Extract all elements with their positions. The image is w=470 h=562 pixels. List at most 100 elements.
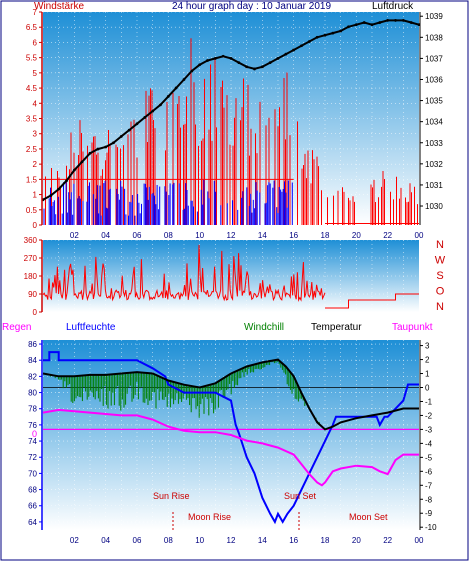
wind-speed-tick-label: 3 — [33, 130, 38, 139]
x-tick-label: 20 — [352, 231, 361, 240]
luftfeuchte-label: Luftfeuchte — [66, 322, 116, 333]
pressure-point — [80, 160, 84, 164]
humidity-tick-label: 74 — [28, 437, 37, 446]
pressure-point — [331, 31, 335, 35]
temperature-axis: 3 2 1 0 -1 -2 -3 -4 -5 -6 -7 -8 -9 -10 — [419, 340, 437, 532]
pressure-tick-label: 1035 — [425, 97, 443, 106]
wind-direction-tick-label: 270 — [24, 254, 38, 263]
x-tick-label: 22 — [383, 536, 392, 545]
sun-set-label: Sun Set — [284, 491, 317, 501]
pressure-point — [394, 19, 397, 22]
pressure-point — [401, 19, 405, 22]
pressure-point — [229, 56, 233, 60]
compass-label: N — [436, 301, 444, 313]
pressure-point — [354, 23, 358, 27]
pressure-point — [292, 48, 296, 52]
pressure-tick-label: 1031 — [425, 181, 443, 190]
regen-label: Regen — [2, 322, 31, 333]
pressure-point — [253, 67, 256, 71]
regen-zero-label: 0 — [32, 429, 37, 439]
x-tick-label: 02 — [70, 536, 79, 545]
wind-direction-series-line — [42, 244, 326, 302]
wind-direction-tick-label: 90 — [28, 290, 37, 299]
pressure-point — [198, 63, 202, 67]
humidity-tick-label: 80 — [28, 389, 37, 398]
wind-direction-tick-label: 360 — [24, 236, 38, 245]
wind-speed-tick-label: 5 — [33, 69, 38, 78]
temperature-tick-label: -2 — [425, 411, 433, 420]
pressure-point — [72, 168, 76, 172]
pressure-point — [245, 65, 249, 69]
pressure-point — [315, 35, 319, 39]
wind-speed-tick-label: 3.5 — [26, 115, 38, 124]
wind-speed-tick-label: 6.5 — [26, 23, 38, 32]
wind-speed-tick-label: 2 — [33, 160, 38, 169]
pressure-point — [213, 56, 217, 60]
temperature-tick-label: 0 — [425, 384, 430, 393]
wind-speed-tick-label: 0.5 — [26, 206, 38, 215]
wind-speed-blue-bars — [43, 179, 293, 225]
humidity-tick-label: 66 — [28, 502, 37, 511]
pressure-point — [182, 78, 186, 81]
humidity-tick-label: 72 — [28, 453, 37, 462]
x-tick-label: 18 — [321, 231, 330, 240]
temperature-tick-label: -9 — [425, 509, 433, 518]
temperature-tick-label: -1 — [425, 397, 433, 406]
temperature-tick-label: 2 — [425, 356, 430, 365]
wind-speed-tick-label: 1.5 — [26, 175, 38, 184]
dewpoint-series-line — [42, 408, 419, 487]
wind-direction-tail-line — [325, 293, 419, 309]
pressure-point — [65, 179, 68, 183]
wind-direction-line — [42, 244, 419, 309]
x-tick-label: 18 — [321, 536, 330, 545]
moon-set-label: Moon Set — [349, 512, 388, 522]
temperature-tick-label: -4 — [425, 439, 433, 448]
temperature-tick-label: -6 — [425, 467, 433, 476]
pressure-tick-label: 1038 — [425, 33, 443, 42]
pressure-point — [159, 103, 162, 107]
pressure-point — [307, 40, 311, 43]
wind-speed-tick-label: 7 — [33, 8, 38, 17]
pressure-point — [57, 187, 61, 191]
x-tick-label: 00 — [415, 536, 424, 545]
pressure-point — [88, 151, 92, 155]
pressure-tick-label: 1039 — [425, 12, 443, 21]
wind-speed-tick-label: 4 — [33, 99, 38, 108]
pressure-point — [386, 19, 390, 22]
humidity-tick-label: 82 — [28, 372, 37, 381]
humidity-tick-label: 64 — [28, 518, 37, 527]
moon-rise-label: Moon Rise — [188, 512, 231, 522]
pressure-point — [127, 128, 131, 132]
humidity-tick-label: 86 — [28, 340, 37, 349]
x-tick-label: 10 — [195, 231, 204, 240]
pressure-point — [221, 54, 225, 58]
windstaerke-label: Windstärke — [34, 1, 84, 12]
x-tick-label: 04 — [101, 231, 110, 240]
wind-direction-axis: 360 270 180 90 0 — [24, 236, 43, 317]
wind-speed-tick-label: 5.5 — [26, 54, 38, 63]
wind-pressure-x-axis: 02 04 06 08 10 12 14 16 18 20 22 00 — [70, 231, 424, 240]
pressure-tick-label: 1036 — [425, 75, 443, 84]
x-tick-label: 14 — [258, 536, 267, 545]
pressure-tick-label: 1034 — [425, 118, 443, 127]
temperature-tick-label: 3 — [425, 342, 430, 351]
pressure-point — [166, 94, 170, 98]
pressure-point — [339, 29, 343, 33]
graph-title: 24 hour graph day : 10 Januar 2019 — [172, 1, 331, 12]
pressure-tick-label: 1030 — [425, 202, 443, 211]
wind-speed-tick-label: 2.5 — [26, 145, 38, 154]
x-tick-label: 00 — [415, 231, 424, 240]
x-tick-label: 22 — [383, 231, 392, 240]
pressure-point — [276, 56, 280, 60]
pressure-point — [284, 52, 288, 56]
compass-label: S — [436, 270, 443, 282]
luftdruck-label: Luftdruck — [372, 1, 414, 12]
pressure-point — [119, 135, 123, 138]
pressure-point — [206, 59, 209, 62]
temperature-tick-label: -10 — [425, 523, 437, 532]
humidity-tick-label: 70 — [28, 469, 37, 478]
pressure-tick-label: 1037 — [425, 54, 443, 63]
x-tick-label: 08 — [164, 231, 173, 240]
